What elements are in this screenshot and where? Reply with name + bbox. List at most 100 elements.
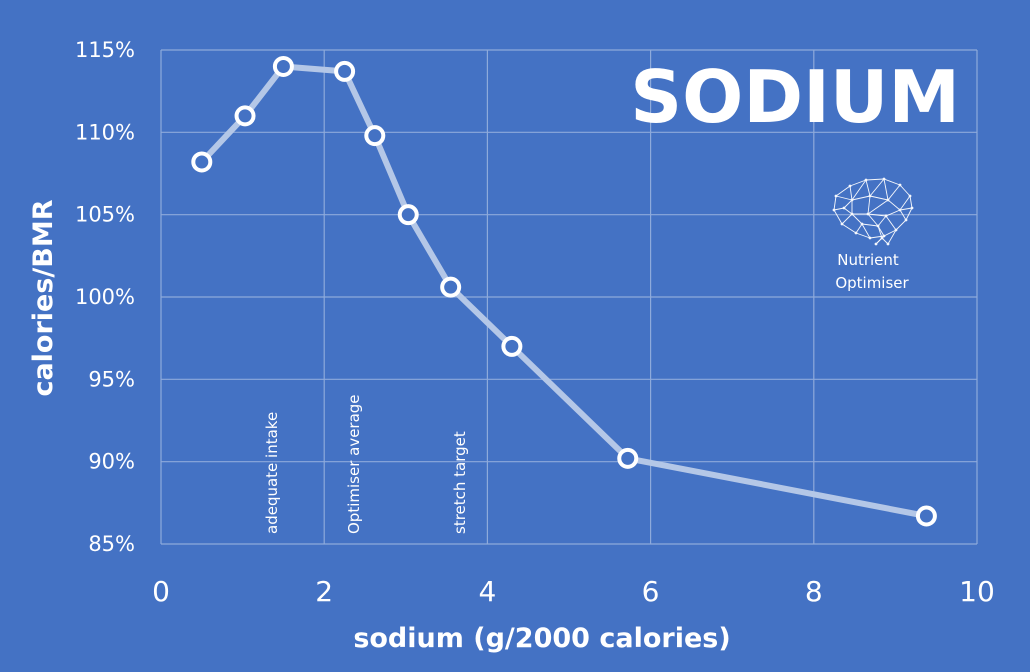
series-line bbox=[198, 63, 930, 520]
data-point bbox=[440, 276, 462, 298]
brain-link bbox=[909, 195, 913, 209]
logo-text-line1: Nutrient bbox=[837, 251, 899, 269]
brain-link bbox=[851, 179, 867, 201]
brain-link bbox=[851, 213, 863, 225]
brain-link bbox=[865, 179, 871, 197]
annotation-label: adequate intake bbox=[263, 412, 281, 534]
y-tick-label: 90% bbox=[88, 450, 135, 474]
data-point bbox=[191, 151, 213, 173]
brain-node bbox=[860, 222, 864, 226]
y-axis-title: calories/BMR bbox=[28, 199, 59, 396]
brain-link bbox=[843, 207, 853, 215]
brain-node bbox=[882, 234, 886, 238]
brain-network-icon bbox=[832, 177, 914, 246]
y-tick-label: 95% bbox=[88, 367, 135, 391]
brain-link bbox=[867, 213, 879, 227]
nutrient-optimiser-logo: Nutrient Optimiser bbox=[832, 177, 914, 292]
brain-link bbox=[833, 209, 843, 225]
brain-node bbox=[868, 194, 872, 198]
brain-link bbox=[869, 178, 885, 197]
x-tick-label: 10 bbox=[959, 575, 995, 608]
brain-link bbox=[887, 229, 897, 245]
series bbox=[191, 55, 937, 527]
brain-link bbox=[895, 219, 907, 231]
x-axis-title: sodium (g/2000 calories) bbox=[353, 623, 730, 654]
brain-link bbox=[841, 213, 853, 225]
brain-node bbox=[894, 228, 898, 232]
brain-node bbox=[886, 198, 890, 202]
annotation-label: Optimiser average bbox=[345, 394, 363, 534]
brain-link bbox=[887, 184, 901, 201]
brain-link bbox=[861, 223, 879, 227]
brain-node bbox=[840, 222, 844, 226]
brain-node bbox=[882, 177, 886, 181]
x-tick-label: 0 bbox=[152, 575, 170, 608]
brain-node bbox=[868, 236, 872, 240]
annotation-label: stretch target bbox=[451, 431, 469, 534]
brain-node bbox=[850, 198, 854, 202]
brain-link bbox=[855, 223, 863, 234]
brain-link bbox=[883, 229, 897, 237]
brain-link bbox=[841, 223, 857, 234]
chart-title: SODIUM bbox=[630, 55, 960, 139]
x-tick-label: 8 bbox=[805, 575, 823, 608]
brain-link bbox=[883, 178, 889, 201]
brain-node bbox=[842, 206, 846, 210]
brain-link bbox=[899, 184, 911, 197]
brain-link bbox=[833, 195, 837, 211]
y-tick-label: 85% bbox=[88, 532, 135, 556]
brain-link bbox=[861, 223, 871, 239]
brain-link bbox=[855, 232, 871, 239]
brain-link bbox=[905, 207, 913, 221]
data-point bbox=[617, 447, 639, 469]
brain-link bbox=[887, 199, 901, 211]
brain-node bbox=[832, 208, 836, 212]
brain-link bbox=[849, 185, 853, 201]
y-tick-label: 110% bbox=[75, 120, 135, 144]
annotations: adequate intake Optimiser average stretch … bbox=[263, 394, 469, 534]
brain-link bbox=[843, 199, 853, 209]
data-point bbox=[234, 105, 256, 127]
brain-link bbox=[875, 237, 883, 245]
brain-link bbox=[867, 213, 887, 217]
brain-node bbox=[834, 194, 838, 198]
y-tick-label: 105% bbox=[75, 203, 135, 227]
brain-link bbox=[899, 195, 911, 211]
brain-link bbox=[835, 195, 853, 201]
data-point bbox=[272, 55, 294, 77]
grid-lines bbox=[160, 49, 978, 545]
data-point bbox=[501, 335, 523, 357]
brain-node bbox=[904, 218, 908, 222]
brain-link bbox=[877, 225, 883, 239]
y-axis-ticks: 85% 90% 95% 100% 105% 110% 115% bbox=[75, 38, 135, 556]
brain-node bbox=[908, 194, 912, 198]
brain-link bbox=[885, 215, 897, 231]
brain-link bbox=[849, 179, 867, 187]
brain-link bbox=[867, 199, 889, 215]
brain-node bbox=[910, 206, 914, 210]
brain-node bbox=[898, 183, 902, 187]
brain-link bbox=[833, 207, 845, 211]
y-tick-label: 115% bbox=[75, 38, 135, 62]
brain-link bbox=[865, 178, 885, 181]
brain-node bbox=[864, 178, 868, 182]
data-point bbox=[397, 204, 419, 226]
data-point bbox=[364, 125, 386, 147]
brain-link bbox=[835, 185, 851, 197]
brain-link bbox=[869, 195, 889, 201]
brain-link bbox=[883, 178, 901, 186]
brain-link bbox=[881, 237, 889, 245]
data-point bbox=[915, 505, 937, 527]
brain-node bbox=[866, 212, 870, 216]
brain-node bbox=[874, 242, 878, 246]
brain-link bbox=[867, 195, 871, 215]
x-tick-label: 2 bbox=[315, 575, 333, 608]
brain-link bbox=[877, 215, 887, 227]
brain-node bbox=[850, 212, 854, 216]
brain-node bbox=[884, 214, 888, 218]
brain-node bbox=[880, 236, 884, 240]
brain-link bbox=[899, 209, 907, 221]
x-axis-ticks: 0 2 4 6 8 10 bbox=[152, 575, 995, 608]
y-tick-label: 100% bbox=[75, 285, 135, 309]
logo-text-line2: Optimiser bbox=[835, 274, 909, 292]
